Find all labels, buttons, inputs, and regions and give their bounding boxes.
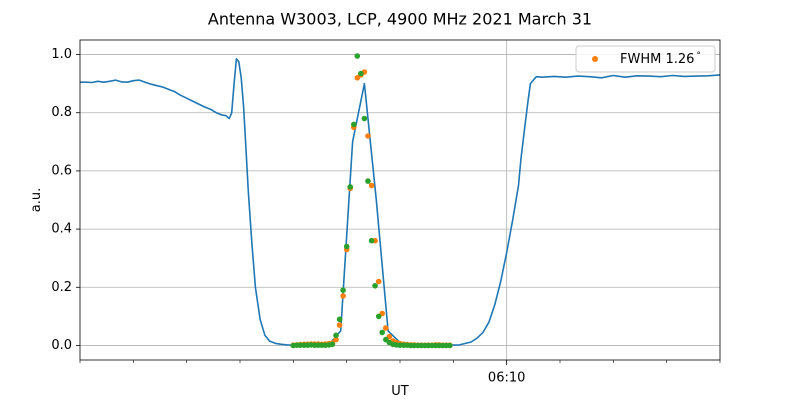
x-tick-label: 06:10 <box>488 371 525 386</box>
y-tick-label: 0.2 <box>51 280 72 295</box>
y-tick-label: 0.4 <box>51 222 72 237</box>
legend-marker-fwhm <box>592 56 598 62</box>
point-fit-orange <box>340 293 346 299</box>
legend-label-text: FWHM 1.26 <box>620 52 694 67</box>
legend-label-degree: ° <box>696 51 701 61</box>
point-fit-green <box>333 332 339 339</box>
legend-frame <box>575 45 716 73</box>
y-tick-label: 1.0 <box>51 47 72 62</box>
point-fit-green <box>372 283 378 289</box>
point-fit-orange <box>368 182 375 189</box>
axes-frame <box>79 39 721 361</box>
x-axis-label: UT <box>391 384 409 399</box>
point-fit-green <box>354 53 361 59</box>
point-fit-orange <box>383 325 389 331</box>
chart-title: Antenna W3003, LCP, 4900 MHz 2021 March … <box>208 10 592 29</box>
point-fit-orange <box>375 278 382 285</box>
y-tick-label: 0.0 <box>51 338 72 353</box>
point-fit-orange <box>365 133 371 139</box>
point-fit-green <box>375 313 382 320</box>
plot-area: 0.0 0.2 0.4 0.6 0.8 1.0 06:10 <box>51 39 721 386</box>
point-fit-green <box>343 243 350 250</box>
point-fit-green <box>379 329 386 336</box>
point-fit-orange <box>333 336 339 343</box>
point-fit-green <box>358 70 364 77</box>
y-tick-label: 0.6 <box>51 163 72 178</box>
point-fit-green <box>447 342 453 349</box>
point-fit-green <box>365 178 371 184</box>
point-fit-green <box>347 184 354 190</box>
y-axis-label: a.u. <box>29 188 44 212</box>
legend-label-fwhm: FWHM 1.26 ° <box>620 51 701 67</box>
point-fit-orange <box>336 322 343 328</box>
y-tick-label: 0.8 <box>51 105 72 120</box>
point-fit-green <box>351 121 357 128</box>
point-fit-green <box>329 341 336 348</box>
point-fit-green <box>340 287 346 294</box>
point-fit-green <box>336 316 343 323</box>
legend: FWHM 1.26 ° <box>575 45 716 73</box>
point-fit-green <box>361 115 368 122</box>
point-fit-green <box>368 237 375 244</box>
